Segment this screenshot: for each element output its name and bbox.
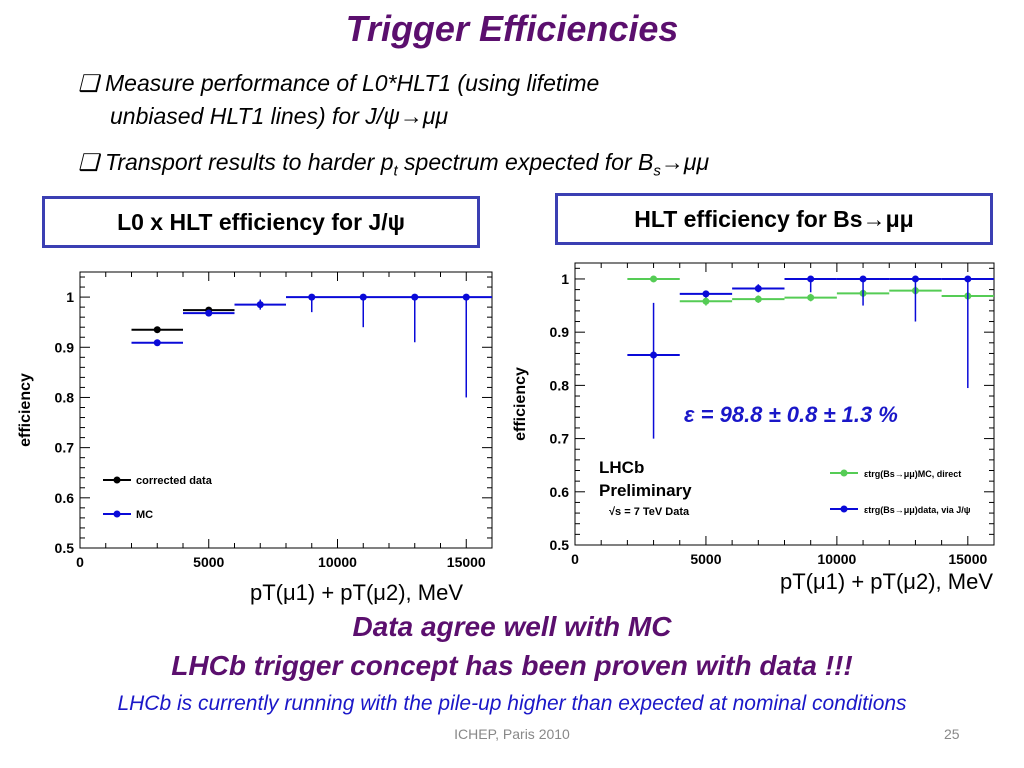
- y-tick-label: 0.7: [550, 431, 570, 447]
- slide-title: Trigger Efficiencies: [345, 8, 679, 49]
- energy-label: √s = 7 TeV Data: [609, 506, 690, 518]
- bullet-1-line-1: Measure performance of L0*HLT1 (using li…: [105, 70, 600, 96]
- data-point: [153, 326, 161, 334]
- bullet-2-text-b: spectrum expected for B: [397, 149, 654, 175]
- preliminary-label: Preliminary: [599, 481, 692, 500]
- x-tick-label: 10000: [817, 551, 856, 567]
- y-tick-label: 1: [561, 271, 569, 287]
- legend-marker: [840, 469, 848, 477]
- data-point: [205, 309, 213, 317]
- y-tick-label: 0.8: [550, 377, 570, 393]
- data-point: [702, 297, 710, 305]
- series-1: [131, 293, 492, 398]
- series-1: [627, 275, 994, 439]
- data-point: [807, 275, 815, 283]
- footer-conference: ICHEP, Paris 2010: [454, 726, 570, 742]
- left-efficiency-chart: 0 5000 10000 15000 0.5 0.6 0.7 0.8 0.9 1 efficienc…: [17, 271, 493, 570]
- x-tick-label: 0: [571, 551, 579, 567]
- efficiency-annotation: ε = 98.8 ± 0.8 ± 1.3 %: [684, 402, 898, 427]
- x-tick-label: 5000: [193, 554, 224, 570]
- data-point: [754, 295, 762, 303]
- plot-frame: [79, 271, 493, 549]
- data-point: [859, 275, 867, 283]
- y-tick-label: 0.5: [55, 540, 75, 556]
- left-plot-caption-box: L0 x HLT efficiency for J/ψ: [42, 196, 480, 248]
- bullet-2-sub-t: t: [393, 162, 398, 180]
- conclusion-2: LHCb trigger concept has been proven wit…: [171, 650, 853, 681]
- data-point: [650, 275, 658, 283]
- legend-label: εtrg(Bs→μμ)MC, direct: [864, 469, 961, 479]
- data-point: [754, 285, 762, 293]
- x-tick-label: 5000: [690, 551, 721, 567]
- data-point: [911, 275, 919, 283]
- data-point: [964, 275, 972, 283]
- data-point: [650, 351, 658, 359]
- page-number: 25: [944, 726, 960, 742]
- y-tick-label: 0.6: [55, 490, 75, 506]
- right-efficiency-chart: 0 5000 10000 15000 0.5 0.6 0.7 0.8 0.9 1 efficienc…: [512, 262, 995, 567]
- y-tick-label: 0.9: [550, 324, 570, 340]
- data-point: [256, 301, 264, 309]
- y-tick-label: 1: [66, 289, 74, 305]
- right-x-axis-label: pT(μ1) + pT(μ2), MeV: [780, 569, 994, 594]
- series-0: [131, 306, 235, 334]
- x-tick-label: 10000: [318, 554, 357, 570]
- legend-label: corrected data: [136, 475, 213, 487]
- data-point: [411, 293, 419, 301]
- legend-label: εtrg(Bs→μμ)data, via J/ψ: [864, 505, 971, 515]
- bullet-2-text-a: Transport results to harder p: [105, 149, 394, 175]
- data-point: [462, 293, 470, 301]
- bullet-2-text-c: →μμ: [660, 149, 710, 175]
- checkbox-bullet-icon: ❑: [78, 70, 99, 96]
- checkbox-bullet-icon: ❑: [78, 149, 99, 175]
- y-axis-label: efficiency: [17, 373, 34, 447]
- y-tick-label: 0.7: [55, 440, 75, 456]
- x-tick-label: 15000: [447, 554, 486, 570]
- legend-marker: [113, 510, 121, 518]
- bullet-2: ❑ Transport results to harder pt spectru…: [78, 149, 709, 180]
- legend-marker: [840, 505, 848, 513]
- data-point: [359, 293, 367, 301]
- legend-label: MC: [136, 509, 153, 521]
- conclusion-3: LHCb is currently running with the pile-…: [117, 692, 907, 715]
- bullet-1: ❑ Measure performance of L0*HLT1 (using …: [78, 70, 599, 97]
- data-point: [702, 290, 710, 298]
- y-axis-label: efficiency: [512, 367, 529, 441]
- x-tick-label: 15000: [948, 551, 987, 567]
- bullet-2-sub-s: s: [653, 162, 661, 180]
- data-point: [807, 294, 815, 302]
- y-tick-label: 0.8: [55, 389, 75, 405]
- left-x-axis-label: pT(μ1) + pT(μ2), MeV: [250, 580, 464, 605]
- data-point: [153, 339, 161, 347]
- left-plot-caption: L0 x HLT efficiency for J/ψ: [117, 208, 405, 235]
- right-plot-caption-box: HLT efficiency for Bs→μμ: [555, 193, 993, 245]
- bullet-1-line-2: unbiased HLT1 lines) for J/ψ→μμ: [110, 103, 449, 129]
- right-plot-caption: HLT efficiency for Bs→μμ: [634, 205, 914, 232]
- legend-marker: [113, 476, 121, 484]
- y-tick-label: 0.9: [55, 339, 75, 355]
- y-tick-label: 0.6: [550, 484, 570, 500]
- data-point: [308, 293, 316, 301]
- conclusion-1: Data agree well with MC: [352, 611, 672, 642]
- x-tick-label: 0: [76, 554, 84, 570]
- lhcb-label: LHCb: [599, 458, 644, 477]
- y-tick-label: 0.5: [550, 537, 570, 553]
